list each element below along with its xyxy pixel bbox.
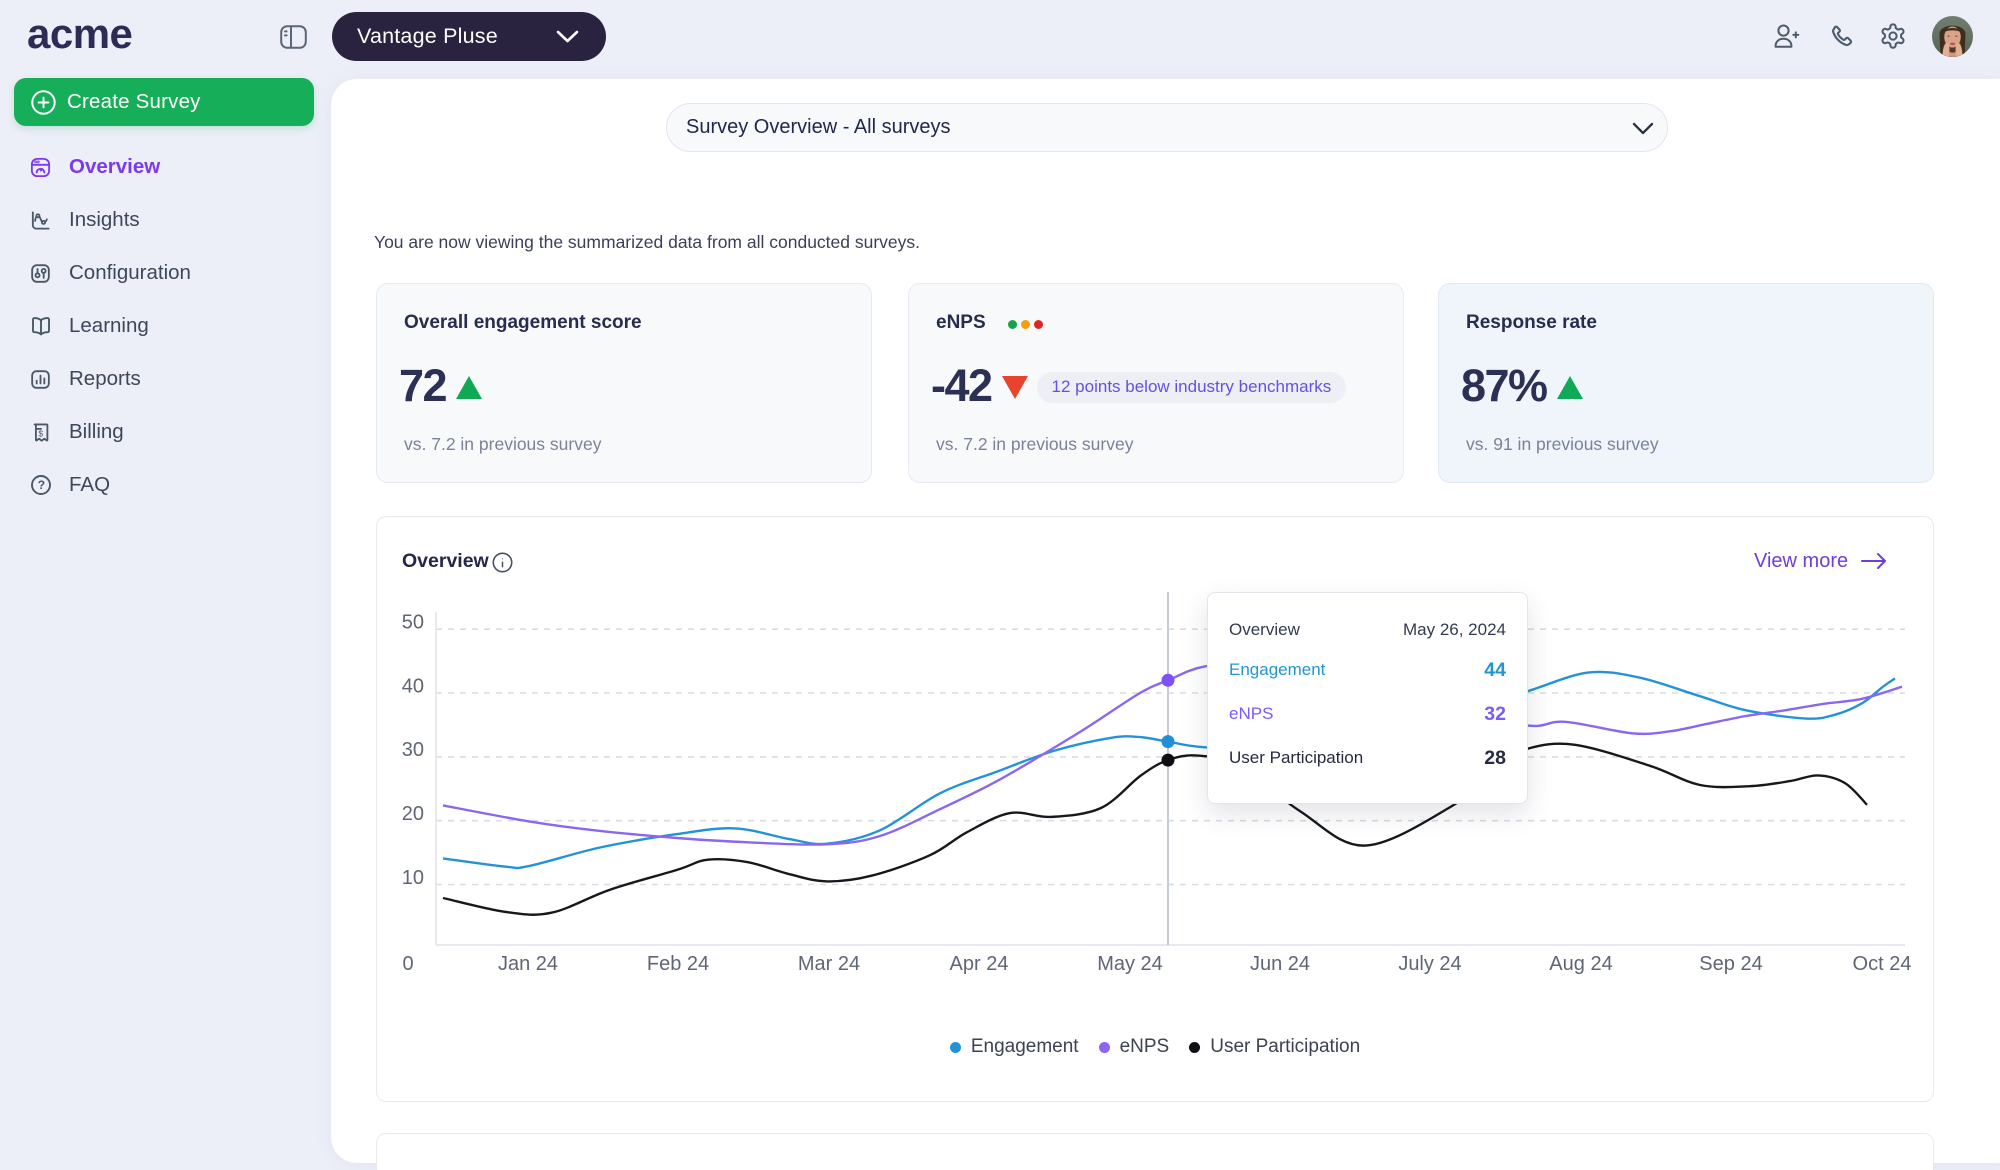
svg-text:?: ? xyxy=(38,478,45,492)
svg-text:30: 30 xyxy=(402,739,424,761)
svg-text:May 24: May 24 xyxy=(1097,953,1163,975)
svg-text:$: $ xyxy=(38,428,43,438)
svg-text:Mar 24: Mar 24 xyxy=(798,953,860,975)
svg-text:Sep 24: Sep 24 xyxy=(1699,953,1762,975)
svg-text:0: 0 xyxy=(402,953,413,975)
svg-text:Aug 24: Aug 24 xyxy=(1549,953,1612,975)
svg-text:50: 50 xyxy=(402,612,424,634)
svg-text:Apr 24: Apr 24 xyxy=(950,953,1009,975)
svg-text:Jan 24: Jan 24 xyxy=(498,953,558,975)
svg-text:40: 40 xyxy=(402,675,424,697)
svg-text:Jun 24: Jun 24 xyxy=(1250,953,1310,975)
svg-text:Feb 24: Feb 24 xyxy=(647,953,709,975)
svg-text:10: 10 xyxy=(402,867,424,889)
svg-text:July 24: July 24 xyxy=(1398,953,1461,975)
svg-text:20: 20 xyxy=(402,803,424,825)
svg-text:Oct 24: Oct 24 xyxy=(1853,953,1912,975)
